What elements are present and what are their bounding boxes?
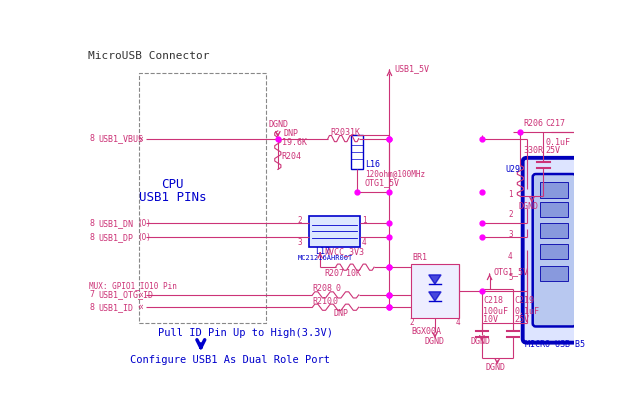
Text: 7: 7 xyxy=(89,290,94,299)
Text: 5: 5 xyxy=(508,274,512,282)
Text: 25V: 25V xyxy=(545,146,560,156)
Text: «: « xyxy=(137,290,144,300)
Polygon shape xyxy=(429,292,441,301)
Text: 1K: 1K xyxy=(350,128,360,137)
Text: BR1: BR1 xyxy=(413,254,427,262)
Text: R206: R206 xyxy=(523,119,543,128)
Text: USB1_OTG_ID: USB1_OTG_ID xyxy=(98,290,153,299)
Text: 8: 8 xyxy=(89,219,94,228)
Text: 0: 0 xyxy=(332,296,337,306)
Text: USB1_VBUS: USB1_VBUS xyxy=(98,134,143,143)
Text: (O): (O) xyxy=(137,233,151,241)
Text: DNP: DNP xyxy=(334,309,348,318)
Polygon shape xyxy=(429,275,441,284)
Text: 8: 8 xyxy=(89,134,94,143)
Text: 0.1uF: 0.1uF xyxy=(514,307,539,317)
Text: USB1 PINs: USB1 PINs xyxy=(139,191,206,204)
Bar xyxy=(541,223,568,238)
Text: CPU: CPU xyxy=(161,178,183,191)
Text: MICRO USB B5: MICRO USB B5 xyxy=(525,340,585,349)
Text: 3: 3 xyxy=(298,238,302,247)
Text: 0: 0 xyxy=(335,284,341,293)
Text: DGND: DGND xyxy=(424,337,444,346)
Text: DNP: DNP xyxy=(284,129,299,138)
Bar xyxy=(541,266,568,281)
Text: MicroUSB Connector: MicroUSB Connector xyxy=(88,51,209,61)
Bar xyxy=(351,135,364,169)
Text: DGND: DGND xyxy=(268,120,289,129)
Text: C218: C218 xyxy=(484,296,504,305)
Text: R204: R204 xyxy=(282,152,302,161)
Text: BGX00A: BGX00A xyxy=(411,327,441,337)
Bar xyxy=(541,244,568,259)
Text: USB1_ID: USB1_ID xyxy=(98,303,134,312)
Text: (O): (O) xyxy=(137,219,151,228)
Text: L16: L16 xyxy=(365,159,380,168)
Text: 4: 4 xyxy=(508,252,512,261)
Text: 10K: 10K xyxy=(346,269,361,278)
Text: 2: 2 xyxy=(508,210,512,219)
Text: R208: R208 xyxy=(312,284,332,293)
Bar xyxy=(411,264,459,318)
Text: 8: 8 xyxy=(89,303,94,312)
Text: R207: R207 xyxy=(325,269,345,278)
Text: MUX: GPIO1_IO10 Pin: MUX: GPIO1_IO10 Pin xyxy=(89,281,177,290)
Text: NVCC_3V3: NVCC_3V3 xyxy=(325,247,365,256)
Bar xyxy=(309,216,360,247)
Text: 2: 2 xyxy=(410,318,414,327)
FancyBboxPatch shape xyxy=(533,174,576,327)
Text: OTG1_5V: OTG1_5V xyxy=(493,267,528,276)
Text: 330R: 330R xyxy=(523,146,543,155)
Text: USB1_5V: USB1_5V xyxy=(395,64,430,73)
Text: Pull ID Pin Up to High(3.3V): Pull ID Pin Up to High(3.3V) xyxy=(158,329,334,339)
FancyBboxPatch shape xyxy=(523,158,586,343)
Text: USB1_DP: USB1_DP xyxy=(98,233,134,241)
Text: Configure USB1 As Dual Role Port: Configure USB1 As Dual Role Port xyxy=(130,355,330,365)
Text: 25V: 25V xyxy=(514,315,529,324)
Text: 100uF: 100uF xyxy=(484,307,509,317)
Bar xyxy=(541,183,568,198)
Text: 10V: 10V xyxy=(484,315,498,324)
Text: 120ohm@100MHz: 120ohm@100MHz xyxy=(365,169,425,178)
Text: 1: 1 xyxy=(508,190,512,199)
Bar xyxy=(541,202,568,217)
Text: C217: C217 xyxy=(545,119,565,128)
Text: 2: 2 xyxy=(298,216,302,225)
Text: R203: R203 xyxy=(330,128,350,137)
Text: DGND: DGND xyxy=(486,363,505,372)
Text: L17: L17 xyxy=(315,246,330,256)
Text: 19.6K: 19.6K xyxy=(282,138,307,147)
Text: «: « xyxy=(137,133,144,143)
Text: DGND: DGND xyxy=(518,202,538,211)
Text: 4: 4 xyxy=(362,238,366,247)
Text: C219: C219 xyxy=(514,296,534,305)
Text: MC21216AHR00T: MC21216AHR00T xyxy=(298,255,353,261)
Text: «: « xyxy=(137,302,144,312)
Text: OTG1_5V: OTG1_5V xyxy=(365,178,400,187)
Bar xyxy=(139,73,266,324)
Text: DGND: DGND xyxy=(470,337,490,346)
Text: 4: 4 xyxy=(456,318,460,327)
Text: 8: 8 xyxy=(89,233,94,241)
Text: 1: 1 xyxy=(362,216,366,225)
Text: U29: U29 xyxy=(505,165,520,174)
Text: R210: R210 xyxy=(312,296,332,306)
Text: 3: 3 xyxy=(508,230,512,239)
Text: 0.1uF: 0.1uF xyxy=(545,138,570,147)
Text: USB1_DN: USB1_DN xyxy=(98,219,134,228)
